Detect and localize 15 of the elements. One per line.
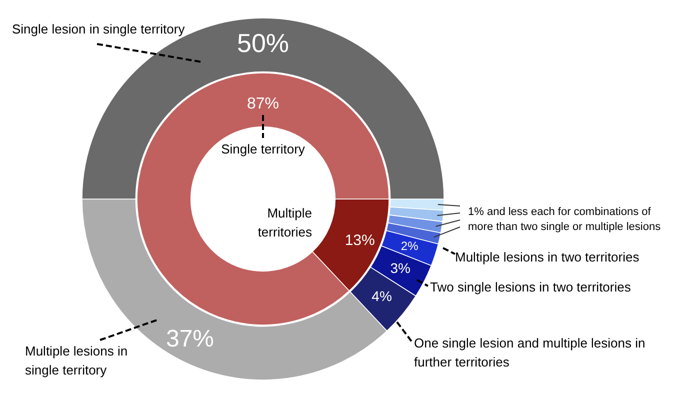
slice-label: Two single lesions in two territories bbox=[430, 280, 632, 295]
slice-label: Single lesion in single territory bbox=[12, 22, 186, 37]
text: 1% and less each for combinations of more than two single or multiple lesions bbox=[468, 206, 662, 234]
data-label: 2% bbox=[400, 238, 419, 253]
data-label: 3% bbox=[390, 260, 410, 276]
data-label: 13% bbox=[344, 232, 375, 250]
data-label: 4% bbox=[372, 288, 392, 304]
data-label: 87% bbox=[246, 95, 280, 112]
data-label: 50% bbox=[236, 28, 290, 58]
slice-label: Multiple territories bbox=[258, 206, 312, 240]
slice-label: One single lesion and multiple lesions in further territories bbox=[414, 336, 646, 370]
slice-label: Multiple lesions in single territory bbox=[25, 344, 128, 378]
slice-label: Single territory bbox=[221, 142, 306, 157]
slice-label: Multiple lesions in two territories bbox=[455, 250, 640, 265]
data-label: 37% bbox=[166, 326, 214, 353]
